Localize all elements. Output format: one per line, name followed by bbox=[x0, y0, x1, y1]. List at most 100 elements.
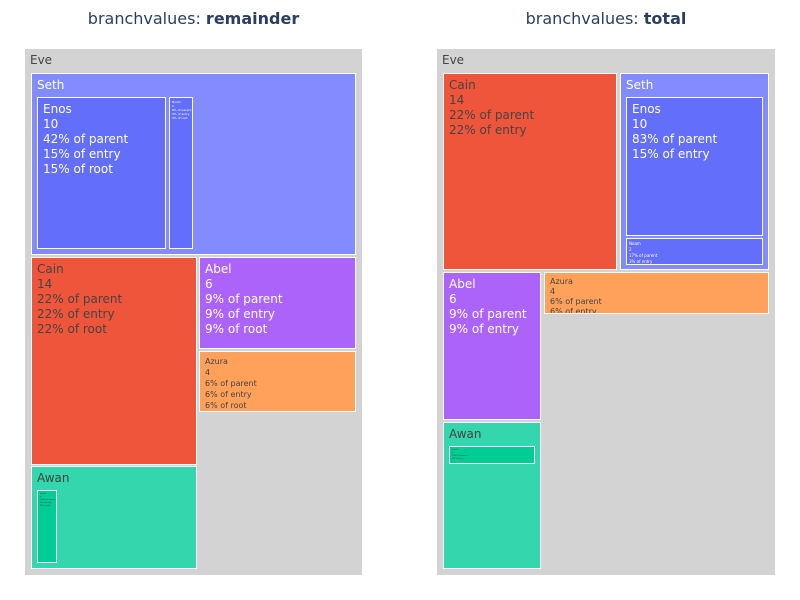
tile-label-line: 9% of entry bbox=[40, 502, 52, 504]
tile-label-line: 4 bbox=[205, 368, 211, 377]
chart-title-remainder: branchvalues: remainder bbox=[25, 9, 362, 28]
tile-label-line: 22% of entry bbox=[449, 123, 527, 137]
tile-label-line: 3% of entry bbox=[172, 112, 190, 116]
treemap-tile-enos[interactable]: Enos 10 83% of parent 15% of entry bbox=[626, 97, 763, 236]
treemap-tile-awan[interactable]: Awan bbox=[443, 422, 541, 569]
tile-label-line: 6% of entry bbox=[205, 390, 252, 399]
title-prefix: branchvalues: bbox=[87, 9, 206, 28]
treemap-tile-noam[interactable]: Noam 2 17% of parent 3% of entry bbox=[626, 238, 763, 265]
tile-label-line: 6% of parent bbox=[205, 379, 257, 388]
tile-label-line: 100% of parent bbox=[452, 455, 468, 457]
tile-label-line: 9% of parent bbox=[205, 292, 283, 306]
tile-label-name: Azura bbox=[550, 277, 573, 286]
tile-label-line: 6 bbox=[452, 452, 454, 454]
tile-label-line: 6 bbox=[449, 292, 457, 306]
tile-label: Seth bbox=[626, 78, 653, 93]
tile-label-line: 2 bbox=[629, 247, 632, 252]
tile-label-line: 9% of root bbox=[205, 322, 268, 336]
tile-label-line: 17% of parent bbox=[629, 253, 658, 258]
treemap-tile-enos[interactable]: Enos 10 42% of parent 15% of entry 15% of ro… bbox=[37, 97, 166, 249]
tile-label-line: 9% of entry bbox=[205, 307, 275, 321]
tile-label: Awan bbox=[37, 471, 70, 486]
tile-label: Eve bbox=[30, 53, 52, 68]
tile-label: Abel 6 9% of parent 9% of entry 9% of root bbox=[205, 262, 283, 337]
tile-label-name: Cain bbox=[37, 262, 64, 276]
treemap-tile-azura[interactable]: Azura 4 6% of parent 6% of entry 6% of root bbox=[199, 351, 356, 412]
treemap-tile-abel[interactable]: Abel 6 9% of parent 9% of entry bbox=[443, 272, 541, 420]
tile-label: Enos 10 42% of parent 15% of entry 15% of ro… bbox=[43, 102, 128, 177]
tile-label-name: Awan bbox=[449, 427, 482, 441]
title-emphasis: total bbox=[643, 9, 687, 28]
tile-label-name: Enoch bbox=[452, 449, 459, 451]
treemap-total: Eve Cain 14 22% of parent 22% of entry Seth En… bbox=[437, 49, 775, 575]
tile-label-name: Enos bbox=[632, 102, 661, 116]
tile-label-line: 8% of parent bbox=[172, 108, 192, 112]
tile-label: Awan bbox=[449, 427, 482, 442]
tile-label-line: 15% of entry bbox=[43, 147, 121, 161]
tile-label-line: 6 bbox=[40, 496, 42, 498]
treemap-tile-enoch[interactable]: Enoch 6 100% of parent 9% of entry 9% of roo… bbox=[37, 490, 57, 563]
tile-label-line: 42% of parent bbox=[43, 132, 129, 146]
tile-label-line: 9% of entry bbox=[449, 322, 519, 336]
tile-label-line: 15% of root bbox=[43, 162, 113, 176]
treemap-tile-abel[interactable]: Abel 6 9% of parent 9% of entry 9% of root bbox=[199, 257, 356, 349]
tile-label: Cain 14 22% of parent 22% of entry bbox=[449, 78, 534, 138]
tile-label-line: 14 bbox=[449, 93, 465, 107]
tile-label-line: 3% of root bbox=[172, 116, 188, 120]
tile-label-name: Abel bbox=[205, 262, 232, 276]
tile-label-name: Enoch bbox=[40, 493, 47, 495]
tile-label: Enoch 6 100% of parent 9% of entry bbox=[452, 449, 467, 461]
tile-label-line: 6% of entry bbox=[550, 307, 597, 314]
tile-label-line: 4 bbox=[550, 287, 556, 296]
tile-label-line: 100% of parent bbox=[40, 499, 56, 501]
treemap-tile-enoch[interactable]: Enoch 6 100% of parent 9% of entry bbox=[449, 446, 535, 464]
tile-label-line: 2 bbox=[172, 104, 174, 108]
tile-label-line: 22% of parent bbox=[449, 108, 535, 122]
tile-label: Eve bbox=[442, 53, 464, 68]
tile-label-name: Enos bbox=[43, 102, 72, 116]
tile-label-line: 6 bbox=[205, 277, 213, 291]
tile-label-line: 15% of entry bbox=[632, 147, 710, 161]
treemap-tile-noam[interactable]: Noam 2 8% of parent 3% of entry 3% of root bbox=[169, 97, 193, 249]
tile-label: Azura 4 6% of parent 6% of entry bbox=[550, 277, 602, 314]
tile-label: Enos 10 83% of parent 15% of entry bbox=[632, 102, 717, 162]
tile-label-line: 83% of parent bbox=[632, 132, 718, 146]
tile-label-line: 22% of root bbox=[37, 322, 107, 336]
tile-label: Seth bbox=[37, 78, 64, 93]
tile-label-line: 10 bbox=[632, 117, 648, 131]
tile-label-line: 6% of parent bbox=[550, 297, 602, 306]
tile-label-name: Eve bbox=[442, 53, 465, 67]
tile-label-name: Seth bbox=[37, 78, 65, 92]
tile-label-line: 9% of root bbox=[40, 505, 51, 507]
treemap-tile-cain[interactable]: Cain 14 22% of parent 22% of entry bbox=[443, 73, 617, 270]
title-emphasis: remainder bbox=[205, 9, 300, 28]
tile-label-name: Noam bbox=[629, 241, 641, 246]
tile-label: Noam 2 17% of parent 3% of entry bbox=[629, 241, 658, 264]
tile-label: Cain 14 22% of parent 22% of entry 22% of ro… bbox=[37, 262, 122, 337]
tile-label-line: 22% of entry bbox=[37, 307, 115, 321]
tile-label-line: 22% of parent bbox=[37, 292, 123, 306]
tile-label-line: 9% of entry bbox=[452, 458, 464, 460]
tile-label-name: Cain bbox=[449, 78, 476, 92]
tile-label-name: Awan bbox=[37, 471, 70, 485]
tile-label-line: 9% of parent bbox=[449, 307, 527, 321]
tile-label: Abel 6 9% of parent 9% of entry bbox=[449, 277, 527, 337]
chart-title-total: branchvalues: total bbox=[437, 9, 775, 28]
tile-label-name: Abel bbox=[449, 277, 476, 291]
tile-label-name: Noam bbox=[172, 100, 181, 104]
tile-label: Enoch 6 100% of parent 9% of entry 9% of roo… bbox=[40, 493, 55, 508]
title-prefix: branchvalues: bbox=[525, 9, 644, 28]
tile-label-line: 3% of entry bbox=[629, 259, 653, 264]
tile-label-name: Eve bbox=[30, 53, 53, 67]
tile-label-line: 10 bbox=[43, 117, 59, 131]
tile-label-name: Seth bbox=[626, 78, 654, 92]
treemap-tile-awan[interactable]: Awan bbox=[31, 466, 197, 569]
tile-label-line: 6% of root bbox=[205, 401, 247, 410]
treemap-remainder: Eve Seth Enos 10 42% of parent 15% of entry 15… bbox=[25, 49, 362, 575]
tile-label-line: 14 bbox=[37, 277, 53, 291]
tile-label: Noam 2 8% of parent 3% of entry 3% of root bbox=[172, 100, 191, 120]
treemap-tile-azura[interactable]: Azura 4 6% of parent 6% of entry bbox=[544, 272, 769, 314]
tile-label-name: Azura bbox=[205, 357, 228, 366]
treemap-tile-cain[interactable]: Cain 14 22% of parent 22% of entry 22% of ro… bbox=[31, 257, 197, 465]
tile-label: Azura 4 6% of parent 6% of entry 6% of root bbox=[205, 356, 257, 411]
